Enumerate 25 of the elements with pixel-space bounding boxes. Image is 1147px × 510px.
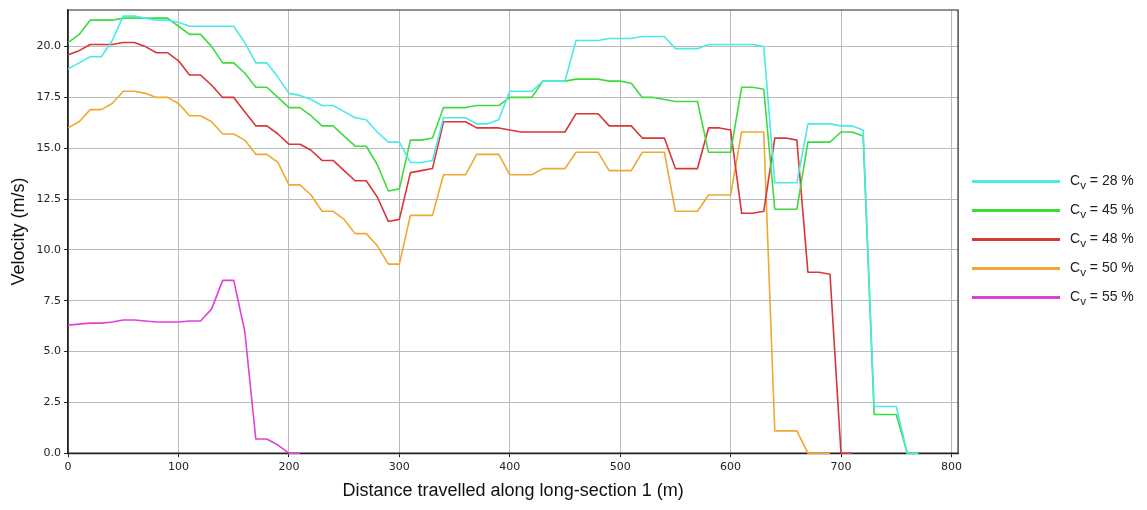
x-tick-label: 600 — [720, 459, 742, 473]
x-tick-label: 0 — [64, 459, 72, 473]
y-tick-label: 15.0 — [36, 141, 62, 155]
y-tick-label: 7.5 — [43, 293, 62, 307]
text: C$_{v}$ = 45 % — [1070, 201, 1134, 220]
y-tick-label: 17.5 — [36, 90, 62, 104]
x-axis-title: Distance travelled along long-section 1 (m) — [342, 480, 684, 501]
x-tick-label: 100 — [168, 459, 190, 473]
y-tick-label: 2.5 — [43, 395, 62, 409]
x-tick-label: 300 — [388, 459, 410, 473]
x-tick-label: 700 — [830, 459, 852, 473]
text: C$_{v}$ = 28 % — [1070, 172, 1134, 191]
x-tick-label: 400 — [499, 459, 521, 473]
x-tick-label: 200 — [278, 459, 300, 473]
x-tick-label: 800 — [940, 459, 962, 473]
y-tick-label: 12.5 — [36, 191, 62, 205]
x-tick-label: 500 — [609, 459, 631, 473]
text: C$_{v}$ = 48 % — [1070, 230, 1134, 249]
y-tick-label: 0.0 — [43, 446, 62, 460]
y-tick-label: 20.0 — [36, 39, 62, 53]
text: C$_{v}$ = 55 % — [1070, 288, 1134, 307]
text: C$_{v}$ = 50 % — [1070, 259, 1134, 278]
y-tick-label: 5.0 — [43, 344, 62, 358]
y-axis-title: Velocity (m/s) — [7, 177, 28, 286]
y-tick-label: 10.0 — [36, 242, 62, 256]
